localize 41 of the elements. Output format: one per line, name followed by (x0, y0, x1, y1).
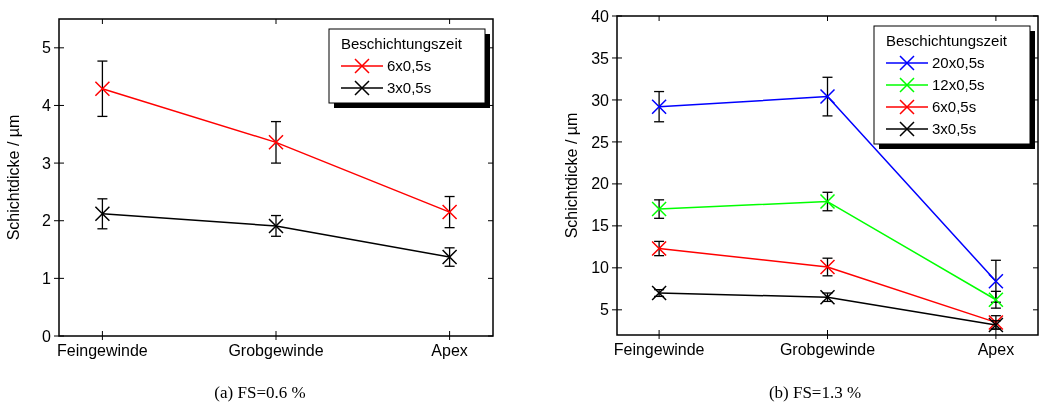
legend-title: Beschichtungszeit (341, 35, 463, 52)
point (651, 98, 667, 115)
y-tick-label: 3 (42, 154, 52, 172)
text: (b) FS=1.3 % (768, 383, 862, 402)
text: (a) FS=0.6 % (214, 383, 306, 402)
legend-label: 20x0,5s (932, 54, 985, 71)
point (651, 285, 667, 301)
point (268, 134, 284, 151)
point (94, 80, 111, 97)
x-tick-label: Grobgewinde (228, 342, 324, 359)
y-tick-label: 10 (591, 259, 610, 277)
y-tick-label: 35 (591, 49, 610, 67)
y-axis-title: Schichtdicke / µm (5, 114, 22, 241)
y-tick-label: 30 (591, 91, 610, 109)
legend-label: 3x0,5s (932, 120, 977, 137)
y-axis-title: Schichtdicke / µm (563, 112, 580, 239)
point (819, 88, 836, 105)
y-tick-label: 25 (591, 133, 610, 151)
y-tick-label: 15 (591, 217, 610, 235)
legend-label: 6x0,5s (932, 98, 977, 115)
y-tick-label: 1 (42, 269, 52, 287)
y-tick-label: 40 (591, 7, 610, 25)
y-tick-label: 2 (42, 212, 52, 230)
y-tick-label: 20 (591, 175, 610, 193)
y-tick-label: 5 (600, 301, 610, 319)
x-tick-label: Apex (431, 342, 468, 359)
x-tick-label: Feingewinde (613, 341, 705, 358)
point (441, 204, 458, 220)
point (94, 206, 111, 222)
y-tick-label: 4 (42, 97, 52, 115)
legend-label: 3x0,5s (387, 79, 432, 96)
x-tick-label: Feingewinde (57, 342, 148, 359)
point (988, 273, 1004, 290)
point (268, 218, 284, 234)
legend-label: 12x0,5s (932, 76, 985, 93)
y-tick-label: 5 (42, 39, 52, 57)
legend-label: 6x0,5s (387, 57, 432, 74)
x-tick-label: Apex (977, 341, 1015, 358)
y-tick-label: 0 (42, 327, 52, 345)
legend-title: Beschichtungszeit (886, 32, 1008, 49)
x-tick-label: Grobgewinde (779, 341, 876, 358)
